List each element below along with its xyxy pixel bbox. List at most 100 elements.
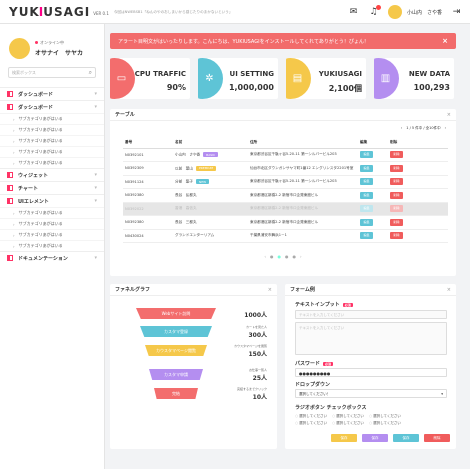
cell-name: 長谷 弘都丸 [173, 188, 248, 203]
table-row: N0392309 以前 葉山 PREMIUM 仙台市北区ダウンガンサヤマ町1番12 エ… [123, 161, 448, 176]
textarea-input[interactable]: テキストを入力してください [295, 322, 447, 355]
delete-button[interactable]: 削除 [390, 232, 403, 240]
sidebar-subitem[interactable]: サブカテゴリあがはいる [0, 207, 104, 218]
alert-text: アラート目明文がはいったりします。こんにちは、YUKIUSAGIをインストールし… [118, 38, 369, 45]
sidebar-item[interactable]: ドキュメンテーション ▾ [0, 251, 104, 264]
sidebar-subitem[interactable]: サブカテゴリあがはいる [0, 240, 104, 251]
delete-button[interactable]: 削除 [390, 191, 403, 199]
pagination-dots[interactable]: ‹ ● ● ● ● › [110, 254, 456, 259]
bell-icon[interactable]: ♫ [368, 4, 381, 18]
page-dot[interactable]: › [300, 254, 302, 259]
sidebar-subitem[interactable]: サブカテゴリあがはいる [0, 124, 104, 135]
cell-address: 東京都渋谷区千駄ヶ谷5-20-11 第一シルバービル203 [248, 175, 358, 189]
cell-name: 長谷 三都丸 [173, 215, 248, 230]
chevron-icon: ▾ [94, 198, 97, 204]
online-status: オンライン中 [40, 39, 64, 45]
radio-group[interactable]: 選択してください選択してください選択してください [295, 414, 401, 419]
profile-name: オサナイ サヤカ [35, 49, 84, 57]
delete-button[interactable]: 削除 [390, 218, 403, 226]
search-icon[interactable]: ⌕ [88, 68, 92, 76]
radio-option[interactable]: 選択してください [332, 414, 364, 419]
radio-option[interactable]: 選択してください [295, 421, 327, 426]
radio-option[interactable]: 選択してください [369, 414, 401, 419]
stat-title: UI SETTING [229, 70, 274, 78]
funnel-bar: カスタマ登録 [140, 326, 212, 337]
sidebar-item[interactable]: ダッシュボード ▾ [0, 100, 104, 113]
search-input[interactable]: 検索ボックス ⌕ [8, 67, 96, 78]
page-dot[interactable]: ● [270, 254, 274, 259]
close-icon[interactable]: × [446, 111, 451, 118]
password-field[interactable]: ●●●●●●●●● [295, 368, 447, 377]
sidebar-subitem[interactable]: サブカテゴリあがはいる [0, 229, 104, 240]
logout-icon[interactable]: ⇥ [452, 7, 461, 17]
top-header: YUK I USAGI VER 0.1 今回はNWEBSB1「ねんのやのおしまいから… [0, 0, 470, 24]
edit-button[interactable]: 編集 [360, 191, 373, 199]
data-table: 番号 名前 住所 編集 削除 N0392101 小山内 さや香 BASIC 東京都渋谷… [123, 138, 448, 243]
edit-button[interactable]: 編集 [360, 232, 373, 240]
delete-button[interactable]: 削除 [390, 178, 403, 186]
col-header: 番号 [123, 138, 173, 149]
form-button[interactable]: 保存 [362, 434, 388, 442]
sidebar-item[interactable]: チャート ▾ [0, 181, 104, 194]
sidebar-item[interactable]: UIエレメント ▾ [0, 194, 104, 207]
page-dot[interactable]: ● [285, 254, 289, 259]
page-dot[interactable]: ‹ [264, 254, 266, 259]
user-name[interactable]: 小山内 さや香 [406, 9, 442, 16]
close-icon[interactable]: × [267, 286, 272, 293]
radio-option[interactable]: 選択してください [369, 421, 401, 426]
page-dot[interactable]: ● [292, 254, 297, 259]
sidebar-subitem[interactable]: サブカテゴリあがはいる [0, 113, 104, 124]
cell-address: 千葉県浦安市舞浜1－1 [248, 229, 358, 243]
sidebar-subitem[interactable]: サブカテゴリあがはいる [0, 218, 104, 229]
close-icon[interactable]: × [442, 37, 448, 45]
form-button[interactable]: 保存 [331, 434, 357, 442]
stat-card: ✲ UI SETTING 1,000,000 [198, 58, 278, 99]
app-logo[interactable]: YUK I USAGI [9, 4, 91, 19]
stat-value: 90% [166, 83, 186, 92]
cell-name: 小山内 さや香 BASIC [173, 148, 248, 162]
status-badge: BASIC [203, 152, 219, 157]
edit-button[interactable]: 編集 [360, 164, 373, 172]
checkbox-group[interactable]: 選択してください選択してください選択してください [295, 421, 401, 426]
form-button[interactable]: 保存 [393, 434, 419, 442]
sidebar: オンライン中 オサナイ サヤカ 検索ボックス ⌕ ダッシュボード ▾ ダッシュボード ▾… [0, 24, 105, 469]
radio-option[interactable]: 選択してください [332, 421, 364, 426]
edit-button[interactable]: 編集 [360, 178, 373, 186]
name-text: 長谷 三都丸 [175, 219, 197, 224]
cell-id: N0392309 [123, 161, 173, 176]
cell-id: N0391124 [123, 175, 173, 189]
mail-icon[interactable]: ✉ [349, 7, 358, 17]
funnel-caption: お仕事一覧人 [248, 368, 267, 372]
edit-button[interactable]: 編集 [360, 218, 373, 226]
sidebar-item[interactable]: ウィジェット ▾ [0, 168, 104, 181]
delete-button[interactable]: 削除 [390, 164, 403, 172]
text-input[interactable]: テキストを入力してください [295, 310, 447, 319]
sidebar-subitem[interactable]: サブカテゴリあがはいる [0, 157, 104, 168]
funnel-value: 1000人 [244, 312, 267, 319]
avatar[interactable] [387, 5, 402, 19]
form-button[interactable]: 削除 [424, 434, 450, 442]
edit-button[interactable]: 編集 [360, 205, 373, 213]
delete-button[interactable]: 削除 [390, 205, 403, 213]
funnel-value: 10人 [252, 394, 267, 401]
page-dot[interactable]: ● [277, 254, 282, 259]
sidebar-subitem[interactable]: サブカテゴリあがはいる [0, 146, 104, 157]
briefcase-icon: ▤ [286, 58, 311, 99]
chevron-icon: ▾ [94, 172, 97, 178]
name-text: 香港 高信丸 [175, 206, 197, 211]
cell-name: 香港 高信丸 [173, 202, 248, 216]
radio-option[interactable]: 選択してください [295, 414, 327, 419]
delete-button[interactable]: 削除 [390, 151, 403, 159]
pager[interactable]: ‹ 1 / 5 件中 / 全10件中 › [400, 126, 446, 130]
chevron-down-icon: ▾ [441, 392, 443, 396]
sidebar-item[interactable]: ダッシュボード ▾ [0, 87, 104, 100]
close-icon[interactable]: × [446, 286, 451, 293]
stat-value: 1,000,000 [228, 83, 274, 92]
sidebar-item-label: ドキュメンテーション [18, 255, 68, 262]
cell-id: N0392101 [123, 148, 173, 162]
stat-value: 100,293 [413, 83, 450, 92]
edit-button[interactable]: 編集 [360, 151, 373, 159]
sidebar-subitem[interactable]: サブカテゴリあがはいる [0, 135, 104, 146]
dropdown-select[interactable]: 選択してください！ ▾ [295, 389, 447, 398]
cell-address: 東京都港区新橋2-2 新宿市ロ企発東館ビル [248, 202, 358, 216]
